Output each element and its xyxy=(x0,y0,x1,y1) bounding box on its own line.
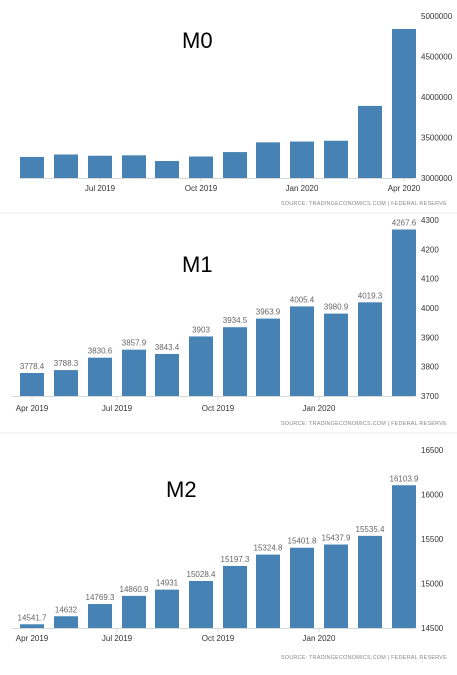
x-tick-label: Jul 2019 xyxy=(85,184,116,193)
bar-8 xyxy=(256,554,280,628)
y-tick-label: 16500 xyxy=(421,446,444,455)
bar-7 xyxy=(223,327,247,396)
data-label: 15197.3 xyxy=(221,555,250,564)
data-label: 14632 xyxy=(55,605,78,614)
bar-2 xyxy=(54,154,78,178)
x-tick-label: Apr 2020 xyxy=(388,184,421,193)
y-tick-label: 3900 xyxy=(421,333,439,342)
data-label: 3857.9 xyxy=(122,339,147,348)
bar-4 xyxy=(122,349,146,396)
y-tick-label: 15000 xyxy=(421,580,444,589)
bar-5 xyxy=(155,589,179,628)
y-tick-label: 5000000 xyxy=(421,12,453,21)
bar-10 xyxy=(324,313,348,396)
bar-2 xyxy=(54,370,78,396)
data-label: 14860.9 xyxy=(120,585,149,594)
y-tick-label: 4000000 xyxy=(421,93,453,102)
data-label: 14931 xyxy=(156,579,179,588)
bar-5 xyxy=(155,353,179,396)
data-label: 15535.4 xyxy=(356,525,385,534)
x-tick-label: Oct 2019 xyxy=(185,184,218,193)
bar-9 xyxy=(290,306,314,396)
bar-3 xyxy=(88,155,112,178)
bar-6 xyxy=(189,336,213,396)
bar-6 xyxy=(189,580,213,628)
x-tick-label: Jul 2019 xyxy=(102,634,133,643)
y-tick-label: 4000 xyxy=(421,304,439,313)
bar-9 xyxy=(290,547,314,628)
source-note: SOURCE: TRADINGECONOMICS.COM | FEDERAL R… xyxy=(281,655,447,661)
data-label: 3963.9 xyxy=(256,308,281,317)
bar-8 xyxy=(256,142,280,178)
x-tick-label: Jan 2020 xyxy=(303,404,336,413)
bar-11 xyxy=(358,535,382,628)
bar-12 xyxy=(392,229,416,396)
y-tick-label: 3500000 xyxy=(421,134,453,143)
bar-3 xyxy=(88,604,112,628)
data-label: 4019.3 xyxy=(358,291,383,300)
bar-10 xyxy=(324,544,348,628)
y-tick-label: 3700 xyxy=(421,392,439,401)
bar-12 xyxy=(392,485,416,628)
data-label: 3830.6 xyxy=(88,347,113,356)
x-tick-label: Jan 2020 xyxy=(303,634,336,643)
x-tick-label: Apr 2019 xyxy=(16,634,49,643)
bar-1 xyxy=(20,624,44,628)
data-label: 14541.7 xyxy=(18,613,47,622)
x-tick-label: Apr 2019 xyxy=(16,404,49,413)
y-tick-label: 4100 xyxy=(421,275,439,284)
chart-title: M1 xyxy=(182,252,213,277)
data-label: 15437.9 xyxy=(322,534,351,543)
bar-12 xyxy=(392,28,416,179)
data-label: 16103.9 xyxy=(390,474,419,483)
data-label: 4267.6 xyxy=(392,219,417,228)
y-tick-label: 3000000 xyxy=(421,174,453,183)
data-label: 15401.8 xyxy=(288,537,317,546)
bar-5 xyxy=(155,160,179,178)
bar-1 xyxy=(20,373,44,396)
bar-2 xyxy=(54,616,78,628)
data-label: 15324.8 xyxy=(254,544,283,553)
data-label: 14769.3 xyxy=(86,593,115,602)
source-note: SOURCE: TRADINGECONOMICS.COM | FEDERAL R… xyxy=(281,421,447,427)
x-tick-label: Jan 2020 xyxy=(286,184,319,193)
bar-4 xyxy=(122,155,146,178)
chart-panel-m2: M2 14541.7 14632 14769.3 14860.9 14931 15028.4… xyxy=(12,446,447,661)
y-tick-label: 4500000 xyxy=(421,53,453,62)
bar-6 xyxy=(189,156,213,178)
data-label: 3934.5 xyxy=(223,316,248,325)
bar-11 xyxy=(358,105,382,178)
y-tick-label: 4200 xyxy=(421,245,439,254)
bar-4 xyxy=(122,595,146,628)
x-tick-label: Jul 2019 xyxy=(102,404,133,413)
chart-panel-m0: M0 3000000 3500000 4000000 4500000 5000000 Jul… xyxy=(0,12,457,214)
data-label: 4005.4 xyxy=(290,295,315,304)
chart-title: M0 xyxy=(182,28,213,53)
x-tick-label: Oct 2019 xyxy=(202,404,235,413)
y-tick-label: 16000 xyxy=(421,491,444,500)
bar-10 xyxy=(324,140,348,178)
data-label: 3778.4 xyxy=(20,362,45,371)
y-tick-label: 3800 xyxy=(421,363,439,372)
source-note: SOURCE: TRADINGECONOMICS.COM | FEDERAL R… xyxy=(281,201,447,207)
x-tick-label: Oct 2019 xyxy=(202,634,235,643)
data-label: 3788.3 xyxy=(54,359,79,368)
bar-1 xyxy=(20,156,44,178)
data-label: 3980.9 xyxy=(324,303,349,312)
chart-title: M2 xyxy=(166,477,197,502)
bar-8 xyxy=(256,318,280,396)
bar-11 xyxy=(358,302,382,396)
bar-9 xyxy=(290,141,314,178)
y-tick-label: 4300 xyxy=(421,216,439,225)
y-tick-label: 14500 xyxy=(421,624,444,633)
data-label: 3843.4 xyxy=(155,343,180,352)
bar-7 xyxy=(223,565,247,628)
y-tick-label: 15500 xyxy=(421,535,444,544)
data-label: 15028.4 xyxy=(187,570,216,579)
chart-panel-m1: M1 3778.4 3788.3 3830.6 3857.9 3843.4 3903 3934… xyxy=(0,216,457,434)
bar-3 xyxy=(88,357,112,396)
data-label: 3903 xyxy=(192,325,210,334)
bar-7 xyxy=(223,152,247,178)
